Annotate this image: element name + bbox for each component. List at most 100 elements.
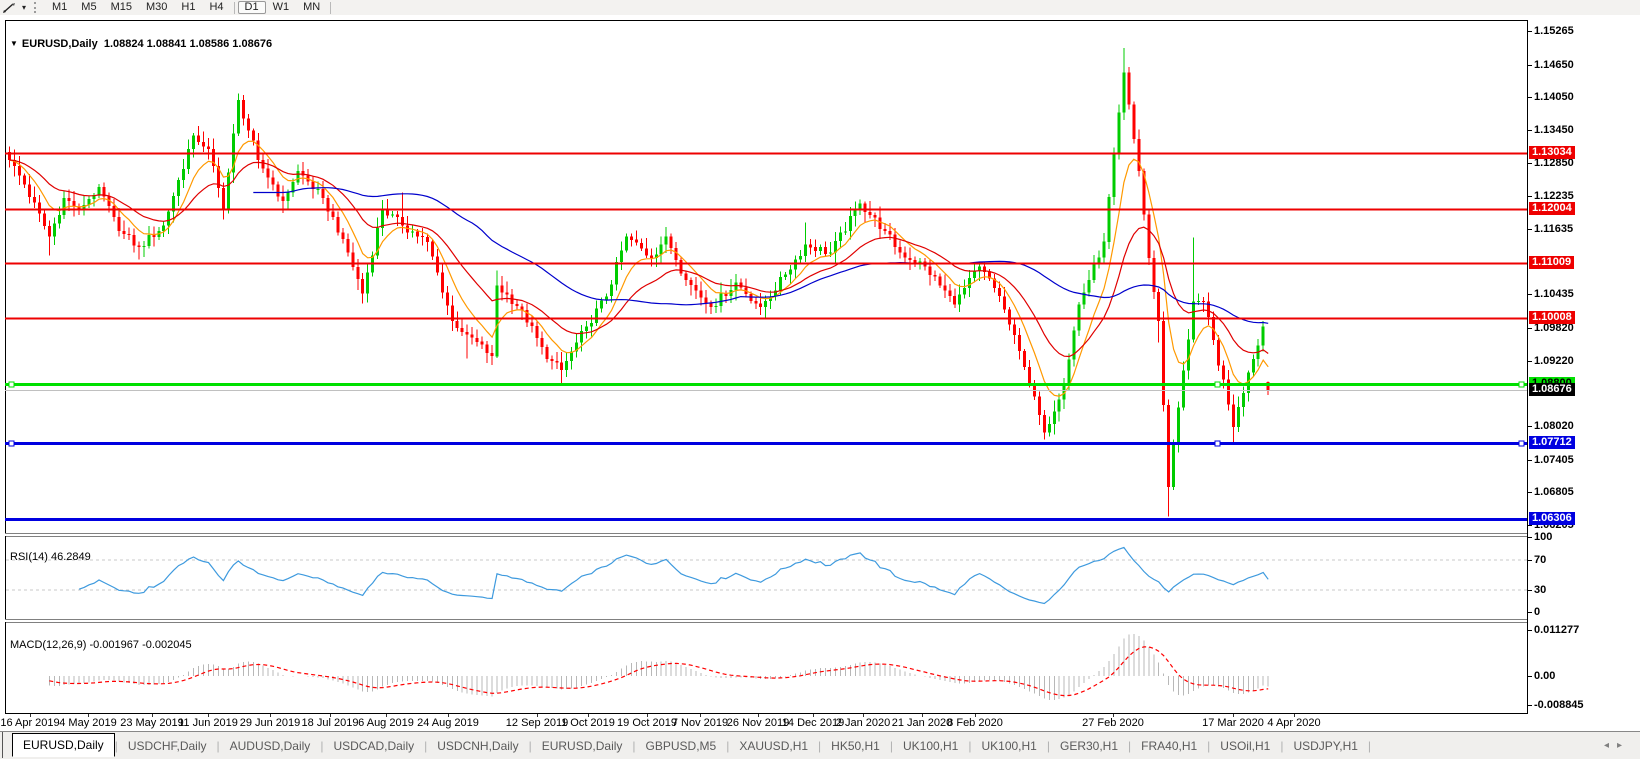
macd-tick-label: -0.008845 [1534,699,1584,711]
rsi-tick-mark [1528,590,1532,591]
tab-scroll-arrows[interactable]: ◂▸ [1604,740,1630,751]
time-tick-label: 17 Mar 2020 [1202,717,1264,729]
timeframe-button-m5[interactable]: M5 [74,1,103,14]
price-tick-mark [1528,328,1532,329]
hline-selection-marker[interactable] [1215,441,1220,446]
price-tick-mark [1528,525,1532,526]
time-tick-label: 18 Jul 2019 [302,717,359,729]
hline-selection-marker[interactable] [1519,382,1524,387]
time-tick-label: 19 Oct 2019 [617,717,677,729]
collapse-arrow-icon[interactable]: ▼ [10,39,18,48]
current-price-label: 1.08676 [1529,383,1575,396]
macd-tick-mark [1528,705,1532,706]
timeframe-button-w1[interactable]: W1 [266,1,297,14]
chart-tab-bar: EURUSD,Daily|USDCHF,Daily|AUDUSD,Daily|U… [0,731,1640,759]
timeframe-button-d1[interactable]: D1 [238,1,266,14]
symbol-period-label: EURUSD,Daily [22,38,98,50]
chart-tab-eurusd-daily[interactable]: EURUSD,Daily [532,736,633,756]
chart-tab-gbpusd-m5[interactable]: GBPUSD,M5 [636,736,727,756]
chart-tab-hk50-h1[interactable]: HK50,H1 [821,736,890,756]
price-tick-label: 1.15265 [1534,25,1574,37]
chart-tab-uk100-h1[interactable]: UK100,H1 [893,736,968,756]
hline-selection-marker[interactable] [9,441,14,446]
chart-window[interactable]: ▼ EURUSD,Daily 1.08824 1.08841 1.08586 1.… [0,15,1640,758]
time-tick-label: 21 Jan 2020 [892,717,953,729]
rsi-tick-label: 100 [1534,531,1552,543]
tool-dropdown-caret-icon[interactable]: ▾ [18,3,30,12]
price-tick-mark [1528,294,1532,295]
price-tick-mark [1528,130,1532,131]
tab-scroll-left-icon: ◂ [1604,740,1617,751]
price-tick-label: 1.10435 [1534,288,1574,300]
hline-price-label[interactable]: 1.11009 [1529,256,1574,269]
chart-tab-usoil-h1[interactable]: USOil,H1 [1210,736,1280,756]
time-tick-label: 26 Nov 2019 [727,717,789,729]
timeframe-button-h4[interactable]: H4 [202,1,230,14]
hline-price-label[interactable]: 1.13034 [1529,146,1575,159]
chart-tab-xauusd-h1[interactable]: XAUUSD,H1 [729,736,818,756]
price-tick-mark [1528,196,1532,197]
moving-average-ema8 [10,141,1269,396]
price-tick-label: 1.08020 [1534,420,1574,432]
time-tick-label: 24 Aug 2019 [417,717,479,729]
chart-tab-usdjpy-h1[interactable]: USDJPY,H1 [1283,736,1367,756]
time-tick-label: 4 Apr 2020 [1267,717,1320,729]
hline-price-label[interactable]: 1.07712 [1529,436,1575,449]
hline-price-label[interactable]: 1.12004 [1529,202,1575,215]
chart-tab-eurusd-daily[interactable]: EURUSD,Daily [12,733,115,757]
timeframe-button-m1[interactable]: M1 [45,1,74,14]
rsi-indicator-panel[interactable] [5,536,1528,620]
toolbar-separator [330,2,331,14]
price-tick-mark [1528,426,1532,427]
macd-tick-mark [1528,676,1532,677]
time-tick-label: 27 Feb 2020 [1082,717,1144,729]
chart-tab-usdcad-daily[interactable]: USDCAD,Daily [323,736,424,756]
price-tick-label: 1.12235 [1534,190,1574,202]
price-tick-mark [1528,97,1532,98]
price-tick-mark [1528,492,1532,493]
timeframe-button-m15[interactable]: M15 [104,1,139,14]
tab-scroll-right-icon: ▸ [1617,740,1630,751]
chart-tab-ger30-h1[interactable]: GER30,H1 [1050,736,1128,756]
hline-price-label[interactable]: 1.10008 [1529,311,1575,324]
macd-signal-line [49,647,1268,696]
price-tick-mark [1528,229,1532,230]
rsi-tick-mark [1528,560,1532,561]
timeframe-button-mn[interactable]: MN [296,1,327,14]
hline-selection-marker[interactable] [9,382,14,387]
chart-title: ▼ EURUSD,Daily 1.08824 1.08841 1.08586 1.… [10,38,272,50]
chart-tab-uk100-h1[interactable]: UK100,H1 [971,736,1046,756]
macd-histogram [49,634,1268,700]
hline-selection-marker[interactable] [1519,441,1524,446]
time-tick-label: 16 Apr 2019 [0,717,59,729]
macd-indicator-panel[interactable] [5,622,1528,714]
timeframe-button-h1[interactable]: H1 [174,1,202,14]
price-tick-label: 1.14650 [1534,59,1574,71]
rsi-tick-mark [1528,537,1532,538]
chart-tab-usdchf-daily[interactable]: USDCHF,Daily [118,736,217,756]
chart-tab-audusd-daily[interactable]: AUDUSD,Daily [220,736,321,756]
price-tick-mark [1528,361,1532,362]
price-tick-label: 1.11635 [1534,223,1573,235]
price-tick-label: 1.09220 [1534,355,1574,367]
price-tick-mark [1528,31,1532,32]
ohlc-values: 1.08824 1.08841 1.08586 1.08676 [104,38,272,50]
price-tick-label: 1.14050 [1534,91,1574,103]
time-tick-label: 23 May 2019 [120,717,184,729]
toolbar-grip[interactable] [34,2,41,13]
time-tick-label: 2 Jan 2020 [836,717,890,729]
chart-tab-fra40-h1[interactable]: FRA40,H1 [1131,736,1207,756]
main-price-chart[interactable] [5,20,1528,534]
hline-price-label[interactable]: 1.06306 [1529,512,1575,525]
chart-tab-usdcnh-daily[interactable]: USDCNH,Daily [427,736,528,756]
crosshair-tool-icon[interactable] [0,1,18,14]
time-tick-label: 1 Oct 2019 [561,717,615,729]
price-tick-mark [1528,163,1532,164]
hline-selection-marker[interactable] [1215,382,1220,387]
timeframe-button-m30[interactable]: M30 [139,1,174,14]
